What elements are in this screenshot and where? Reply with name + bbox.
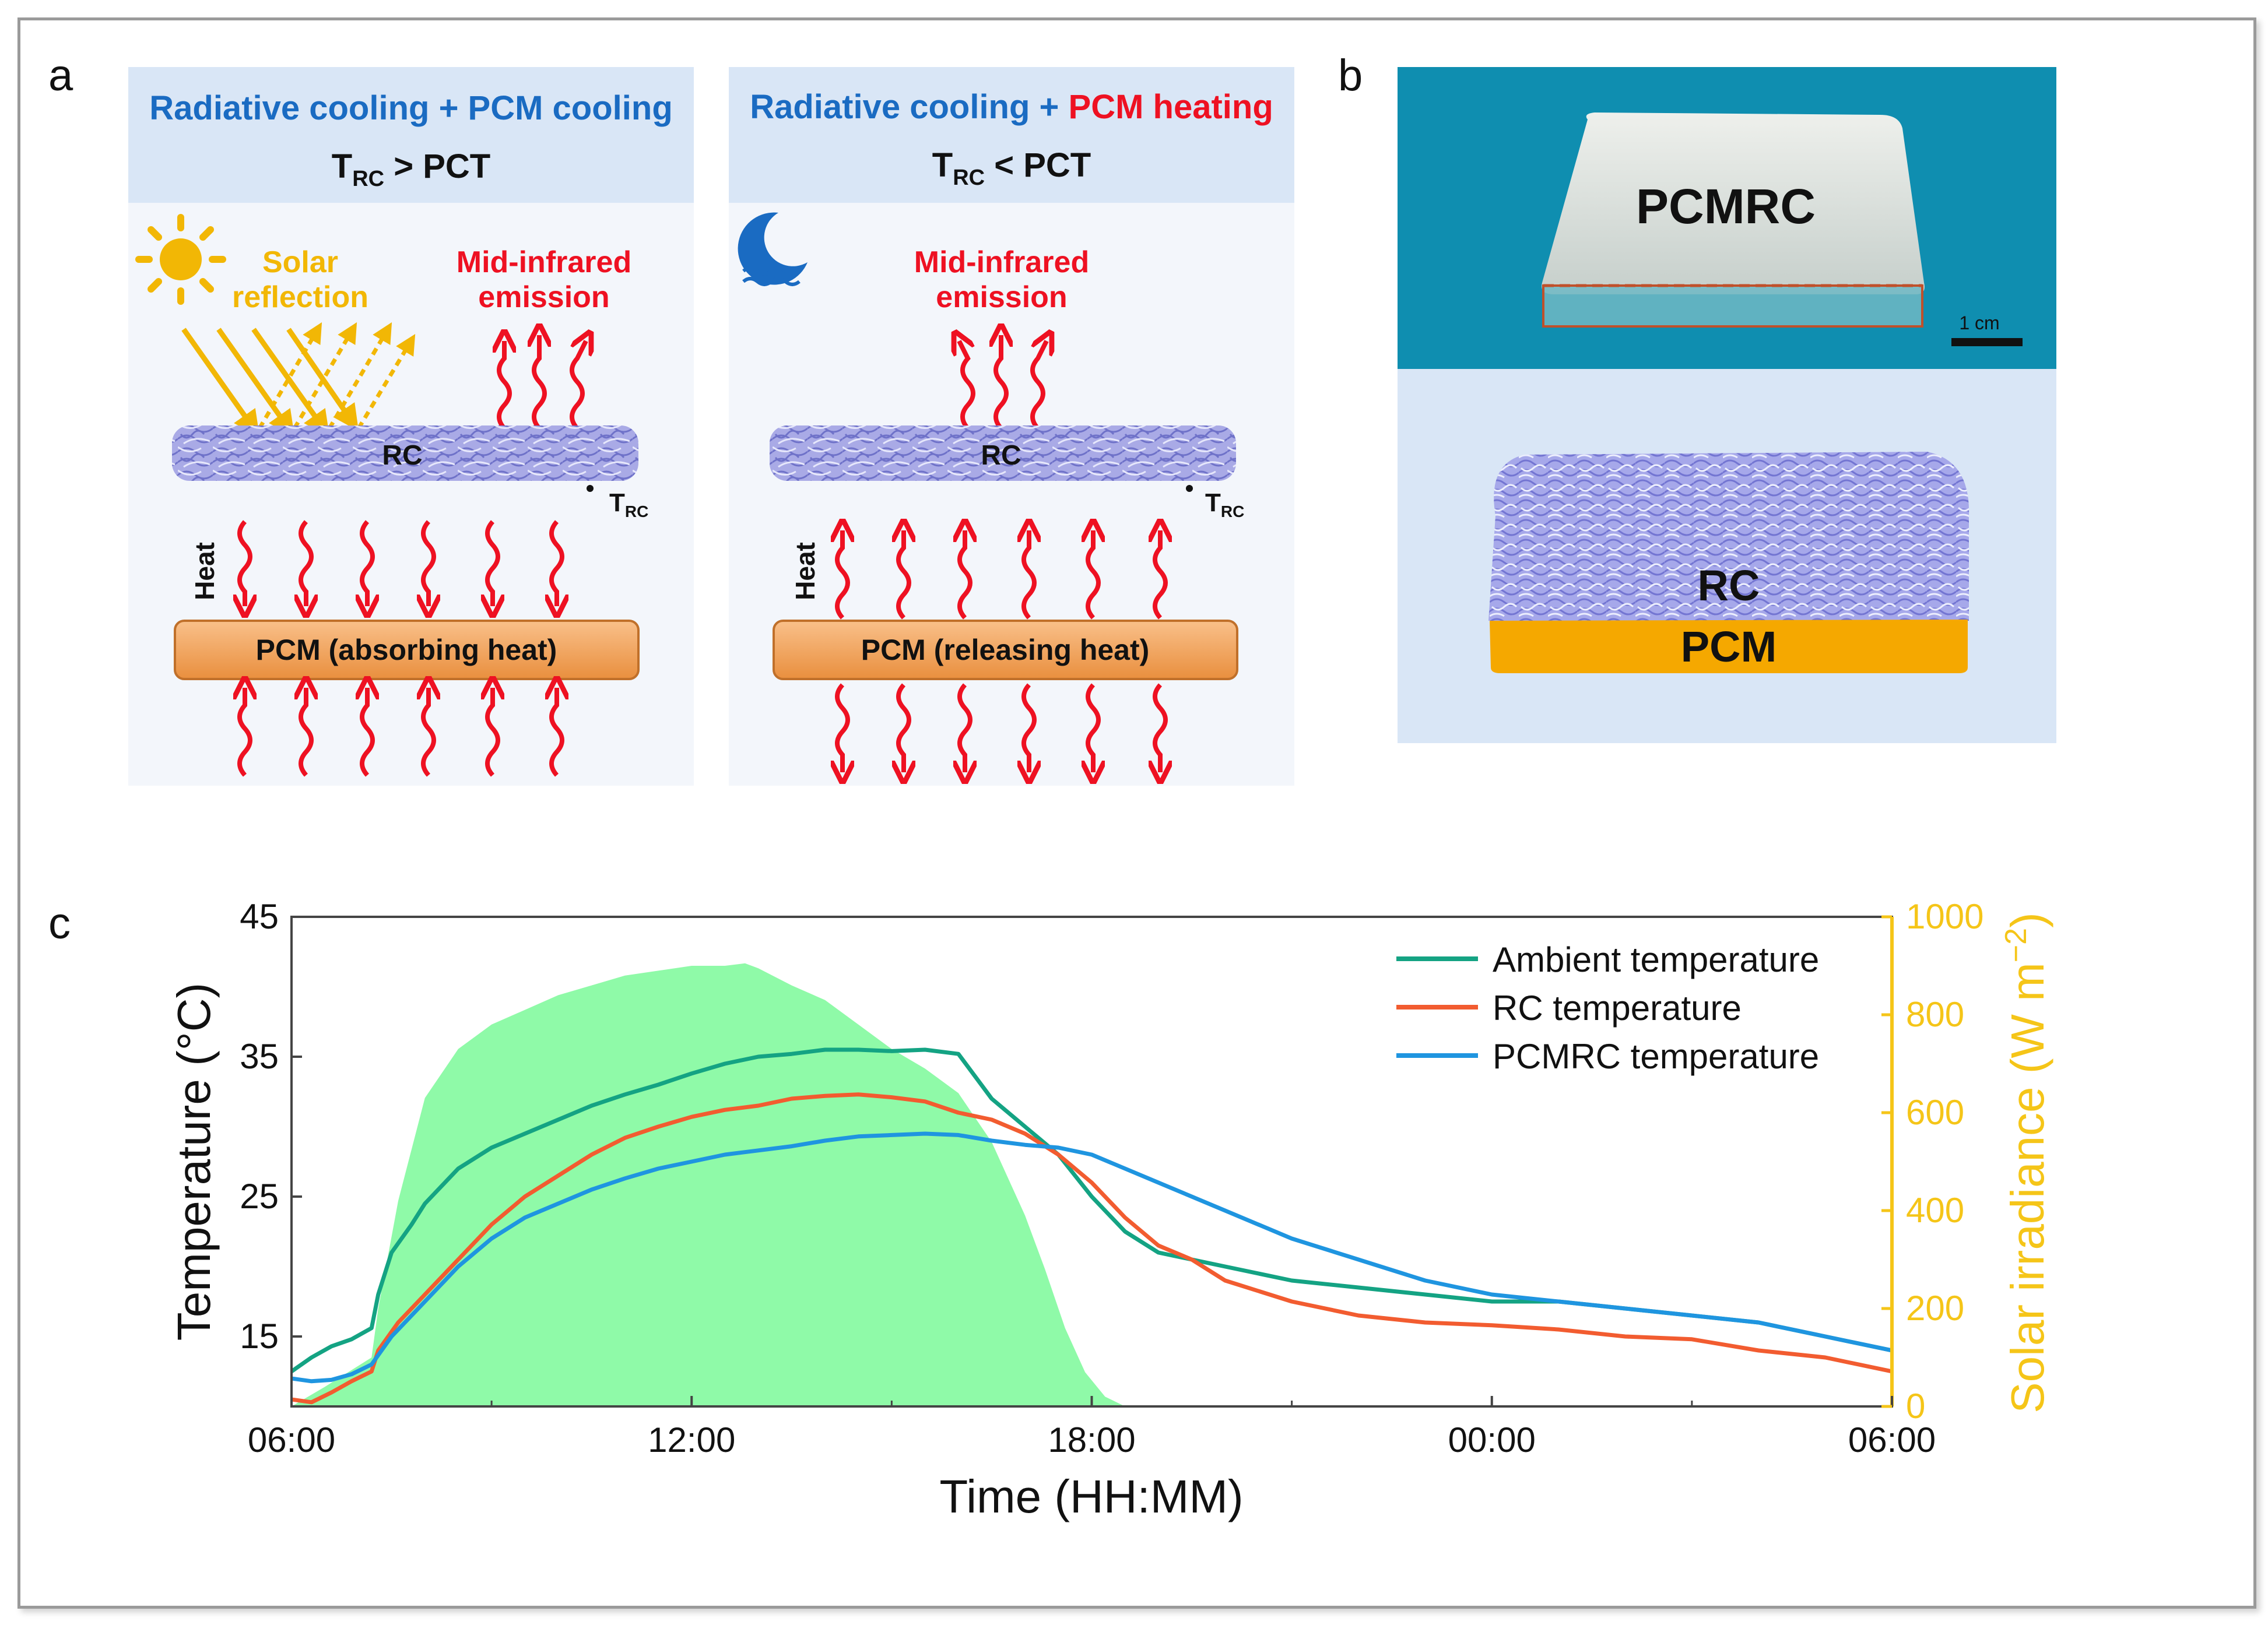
y-axis-ticks: 15 25 35 45 — [240, 897, 302, 1356]
sun-icon — [135, 214, 226, 305]
rc-layer-left — [172, 425, 638, 481]
heat-arrows-bottom-left — [240, 688, 562, 777]
mid-infrared-arrows-right — [959, 335, 1047, 430]
panel-a-left-background — [128, 200, 694, 786]
heat-arrows-top-left — [240, 520, 562, 606]
mid-infrared-label-right-line2: emission — [936, 280, 1067, 314]
solar-reflection-label-line2: reflection — [232, 280, 368, 314]
legend: Ambient temperature RC temperature PCMRC… — [1396, 940, 1819, 1076]
y2-axis-ticks: 0 200 400 600 800 1000 — [1881, 897, 1983, 1426]
trc-label-left: TRC — [609, 488, 648, 520]
panel-label-c: c — [48, 899, 71, 948]
panel-a-left-header — [128, 67, 694, 203]
pcm-bar-left — [174, 620, 640, 680]
x-axis-ticks: 06:00 12:00 18:00 00:00 06:00 — [248, 1396, 1936, 1459]
trc-point-right — [1186, 485, 1193, 492]
heat-label-left: Heat — [189, 542, 220, 600]
panel-a-left: Radiative cooling + PCM cooling TRC > PC… — [128, 67, 694, 786]
render-pcm-layer — [1490, 620, 1968, 673]
x-tick-label-3: 00:00 — [1448, 1420, 1536, 1459]
pcmrc-sample-bottom-layer — [1543, 286, 1922, 326]
mid-infrared-arrows — [499, 335, 586, 430]
heat-label-right: Heat — [790, 542, 820, 600]
pcm-bar-right — [773, 620, 1238, 680]
moon-icon — [738, 212, 808, 286]
y-tick-label-1: 25 — [240, 1177, 279, 1216]
y-tick-label-2: 35 — [240, 1037, 279, 1076]
y2-tick-label-4: 800 — [1906, 995, 1964, 1034]
heat-arrows-top-right — [837, 530, 1165, 620]
solar-reflection-label-line1: Solar — [262, 245, 338, 279]
y2-tick-label-1: 200 — [1906, 1289, 1964, 1328]
mid-infrared-label-line1: Mid-infrared — [457, 245, 631, 279]
panel-b: PCMRC 1 cm RC PCM — [1398, 67, 2056, 743]
temperature-series — [292, 1047, 1892, 1405]
scale-bar-label: 1 cm — [1959, 312, 1999, 333]
x-tick-label-0: 06:00 — [248, 1420, 335, 1459]
pcmrc-photo-label: PCMRC — [1636, 179, 1816, 234]
heat-arrows-bottom-right — [837, 683, 1165, 772]
y-tick-label-0: 15 — [240, 1317, 279, 1356]
panel-a-right: Radiative cooling + PCM heating TRC < PC… — [729, 67, 1294, 786]
panel-label-b: b — [1338, 51, 1363, 100]
y2-tick-label-5: 1000 — [1906, 897, 1983, 936]
legend-label-rc: RC temperature — [1493, 989, 1742, 1028]
x-tick-label-4: 06:00 — [1848, 1420, 1936, 1459]
y2-axis-label: Solar irradiance (W m−2) — [1999, 912, 2053, 1413]
panel-a-left-condition: TRC > PCT — [332, 147, 490, 191]
series-rc-temperature — [292, 1092, 1892, 1405]
panel-label-a: a — [48, 51, 73, 100]
render-rc-label: RC — [1698, 561, 1760, 610]
mid-infrared-label-line2: emission — [478, 280, 609, 314]
trc-label-right: TRC — [1205, 488, 1244, 520]
render-rc-layer — [1488, 452, 1969, 621]
series-pcmrc-temperature — [292, 1131, 1892, 1384]
pcm-bar-left-label: PCM (absorbing heat) — [256, 634, 557, 666]
panel-a-right-header — [729, 67, 1294, 203]
scale-bar — [1951, 338, 2023, 346]
trc-point-left — [587, 485, 594, 492]
y2-tick-label-0: 0 — [1906, 1387, 1925, 1426]
y2-tick-label-2: 400 — [1906, 1191, 1964, 1230]
y-axis-label: Temperature (°C) — [168, 983, 220, 1341]
solar-reflected-arrows — [257, 322, 416, 430]
figure-frame: a b c Radiative cooling + PCM cooling TR… — [17, 17, 2256, 1609]
legend-label-ambient: Ambient temperature — [1493, 940, 1819, 979]
x-axis-label: Time (HH:MM) — [939, 1471, 1243, 1522]
pcmrc-sample — [1542, 112, 1925, 294]
render-pcm-label: PCM — [1681, 622, 1777, 671]
figure: a b c Radiative cooling + PCM cooling TR… — [48, 51, 2056, 1522]
series-ambient-temperature — [292, 1047, 1892, 1373]
mid-infrared-label-right-line1: Mid-infrared — [914, 245, 1089, 279]
x-tick-label-1: 12:00 — [648, 1420, 735, 1459]
y2-tick-label-3: 600 — [1906, 1093, 1964, 1132]
legend-label-pcmrc: PCMRC temperature — [1493, 1037, 1819, 1076]
panel-c-chart: 06:00 12:00 18:00 00:00 06:00 15 25 35 45 0 200 4… — [168, 897, 2053, 1522]
panel-a-right-background — [729, 200, 1294, 786]
rc-layer-left-label: RC — [382, 440, 422, 471]
panel-a-right-condition: TRC < PCT — [932, 146, 1091, 190]
panel-a-left-title: Radiative cooling + PCM cooling — [149, 89, 673, 127]
x-tick-label-2: 18:00 — [1048, 1420, 1135, 1459]
rc-layer-right — [770, 425, 1236, 481]
y-tick-label-3: 45 — [240, 897, 279, 936]
rc-layer-right-label: RC — [981, 440, 1021, 471]
pcm-bar-right-label: PCM (releasing heat) — [861, 634, 1150, 666]
panel-a-right-title: Radiative cooling + PCM heating — [750, 88, 1273, 126]
